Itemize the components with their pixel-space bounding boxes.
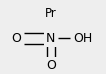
Text: OH: OH — [73, 32, 92, 45]
Text: N: N — [46, 32, 56, 45]
Text: Pr: Pr — [45, 7, 57, 20]
Text: O: O — [46, 59, 56, 72]
Text: O: O — [11, 32, 21, 45]
